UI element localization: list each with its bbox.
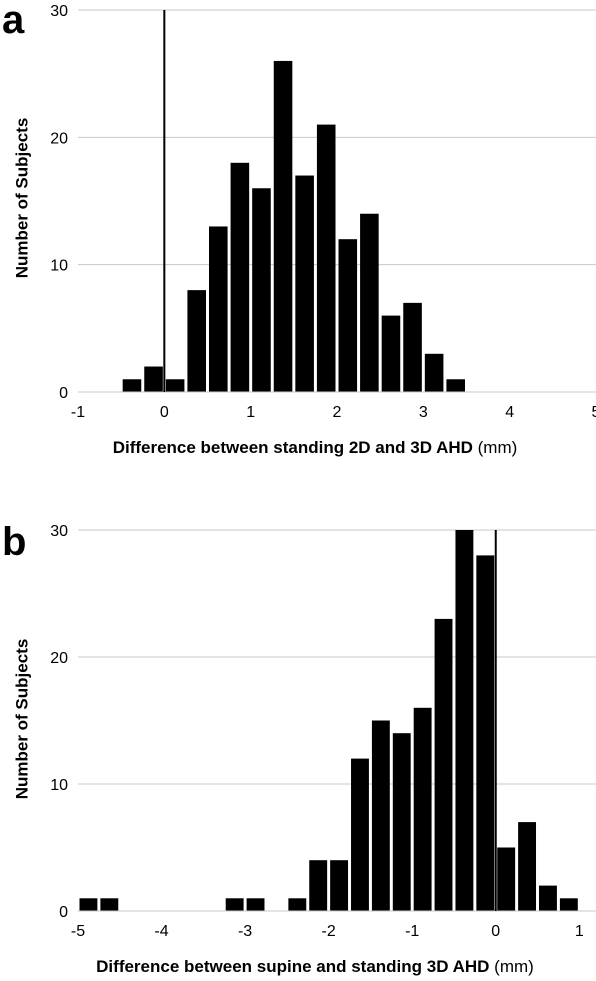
histogram-bar <box>273 60 293 392</box>
histogram-bar <box>246 898 265 911</box>
histogram-bar <box>295 175 314 392</box>
y-tick-label: 20 <box>50 130 68 147</box>
x-tick-label: -5 <box>71 923 85 940</box>
x-axis-unit-a: (mm) <box>477 438 518 457</box>
histogram-bar <box>476 555 495 911</box>
histogram-bar <box>455 530 474 911</box>
histogram-bar <box>209 226 228 392</box>
x-tick-label: -2 <box>322 923 336 940</box>
histogram-bar <box>413 707 432 911</box>
histogram-bar <box>360 213 379 392</box>
histogram-bar <box>79 898 98 911</box>
histogram-bar <box>403 302 422 392</box>
x-tick-label: 3 <box>419 404 428 421</box>
histogram-bar <box>392 733 411 911</box>
histogram-bar <box>424 353 444 392</box>
histogram-bar <box>330 860 349 911</box>
histogram-bar <box>252 188 271 392</box>
x-axis-label-b: Difference between supine and standing 3… <box>35 957 595 977</box>
x-axis-title-a: Difference between standing 2D and 3D AH… <box>112 438 473 457</box>
y-tick-label: 10 <box>50 777 68 794</box>
histogram-bar <box>100 898 119 911</box>
x-tick-label: -1 <box>71 404 85 421</box>
histogram-bar <box>497 847 516 911</box>
x-tick-label: 0 <box>491 923 500 940</box>
panel-label-b: b <box>2 520 27 564</box>
histogram-bar <box>518 822 537 911</box>
y-tick-label: 0 <box>59 385 68 402</box>
x-tick-label: -4 <box>154 923 168 940</box>
histogram-bar <box>351 758 369 911</box>
y-tick-label: 10 <box>50 258 68 275</box>
x-tick-label: 1 <box>575 923 584 940</box>
histogram-bar <box>144 366 163 392</box>
histogram-bar <box>122 379 142 392</box>
histogram-bar <box>288 898 307 911</box>
histogram-bar <box>316 124 336 392</box>
x-tick-label: 0 <box>160 404 169 421</box>
y-tick-label: 30 <box>50 3 68 20</box>
histogram-bar <box>225 898 244 911</box>
x-tick-label: 4 <box>505 404 514 421</box>
histogram-bar <box>381 315 401 392</box>
x-axis-unit-b: (mm) <box>494 957 534 976</box>
histogram-bar <box>559 898 578 911</box>
histogram-bar <box>338 239 358 392</box>
histogram-bar <box>230 162 250 392</box>
x-axis-label-a: Difference between standing 2D and 3D AH… <box>35 438 595 458</box>
histogram-bar <box>434 618 453 911</box>
y-tick-label: 30 <box>50 523 68 540</box>
x-tick-label: -1 <box>405 923 419 940</box>
y-tick-label: 20 <box>50 650 68 667</box>
histogram-bar <box>165 379 185 392</box>
panel-label-a: a <box>2 0 25 42</box>
x-tick-label: 5 <box>592 404 596 421</box>
histogram-bar <box>187 290 206 392</box>
y-tick-label: 0 <box>59 904 68 921</box>
x-tick-label: 2 <box>333 404 342 421</box>
chart-panel-a: a <box>0 0 596 470</box>
histogram-bar <box>539 885 557 911</box>
histogram-bar <box>446 379 465 392</box>
histogram-bar <box>371 720 390 911</box>
x-tick-label: -3 <box>238 923 252 940</box>
chart-panel-b: b <box>0 510 596 981</box>
x-tick-label: 1 <box>246 404 255 421</box>
x-axis-title-b: Difference between supine and standing 3… <box>96 957 490 976</box>
histogram-bar <box>309 860 328 911</box>
